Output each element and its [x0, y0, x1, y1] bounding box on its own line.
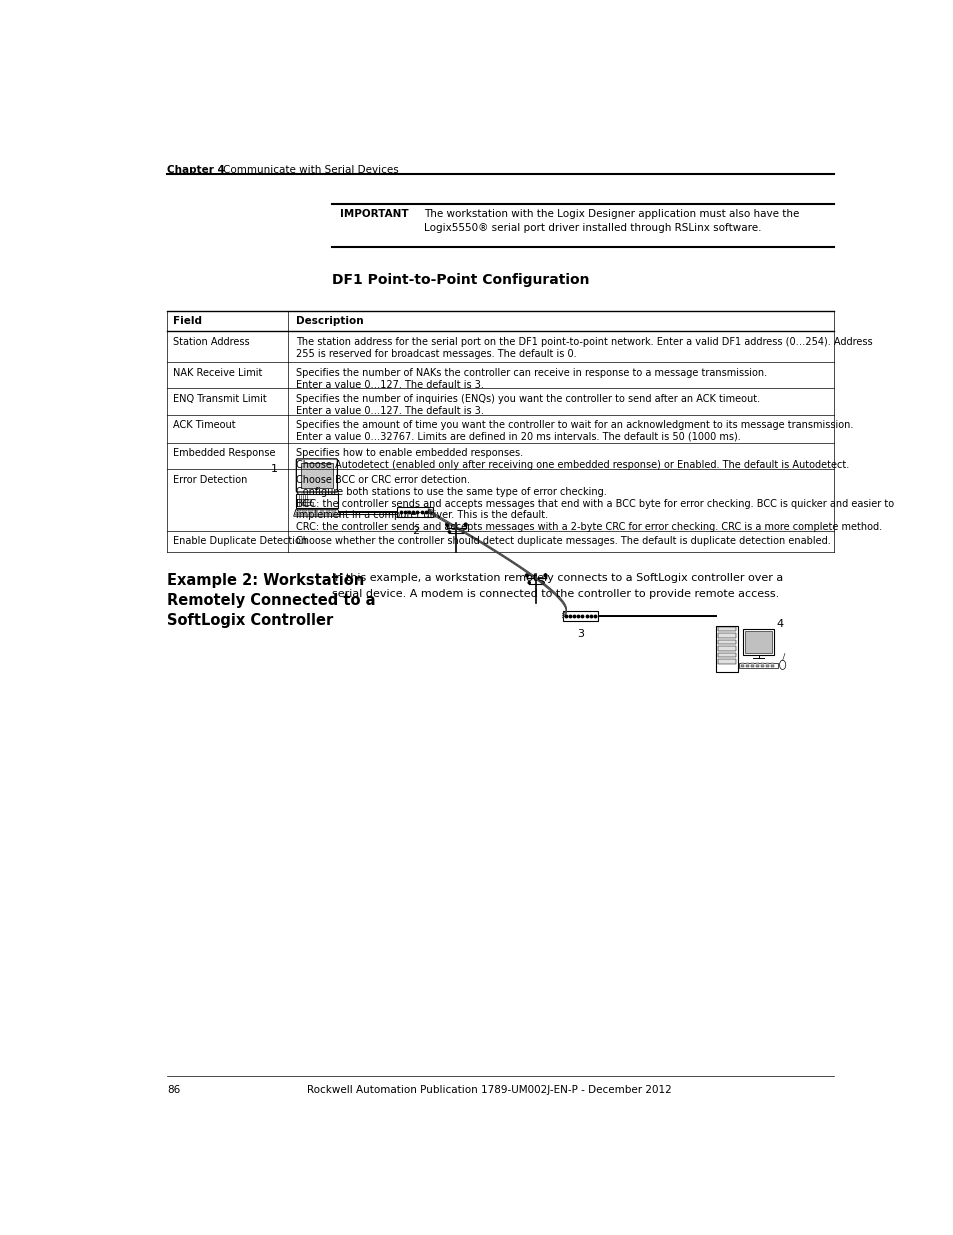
Text: Communicate with Serial Devices: Communicate with Serial Devices — [223, 165, 398, 175]
Circle shape — [528, 582, 530, 584]
Text: Rockwell Automation Publication 1789-UM002J-EN-P - December 2012: Rockwell Automation Publication 1789-UM0… — [306, 1084, 671, 1094]
Circle shape — [525, 574, 528, 577]
FancyBboxPatch shape — [739, 662, 778, 668]
Text: serial device. A modem is connected to the controller to provide remote access.: serial device. A modem is connected to t… — [332, 589, 779, 599]
Text: Example 2: Workstation
Remotely Connected to a
SoftLogix Controller: Example 2: Workstation Remotely Connecte… — [167, 573, 375, 627]
Circle shape — [464, 524, 467, 526]
FancyBboxPatch shape — [717, 646, 736, 651]
Text: Logix5550® serial port driver installed through RSLinx software.: Logix5550® serial port driver installed … — [423, 222, 760, 233]
Text: Field: Field — [172, 316, 201, 326]
Text: Enable Duplicate Detection: Enable Duplicate Detection — [172, 536, 307, 546]
Text: BCC: the controller sends and accepts messages that end with a BCC byte for erro: BCC: the controller sends and accepts me… — [295, 499, 893, 509]
Text: Enter a value 0…127. The default is 3.: Enter a value 0…127. The default is 3. — [295, 379, 483, 389]
FancyBboxPatch shape — [744, 631, 771, 652]
Text: CRC: the controller sends and accepts messages with a 2-byte CRC for error check: CRC: the controller sends and accepts me… — [295, 522, 882, 532]
FancyBboxPatch shape — [717, 634, 736, 637]
Text: The station address for the serial port on the DF1 point-to-point network. Enter: The station address for the serial port … — [295, 337, 872, 347]
FancyBboxPatch shape — [717, 653, 736, 657]
Text: In this example, a workstation remotely connects to a SoftLogix controller over : In this example, a workstation remotely … — [332, 573, 782, 583]
FancyBboxPatch shape — [717, 659, 736, 663]
Text: Description: Description — [295, 316, 363, 326]
FancyBboxPatch shape — [716, 626, 737, 672]
Text: Specifies the number of inquiries (ENQs) you want the controller to send after a: Specifies the number of inquiries (ENQs)… — [295, 394, 760, 404]
FancyBboxPatch shape — [397, 508, 433, 517]
Circle shape — [445, 524, 448, 526]
Text: 2: 2 — [412, 526, 419, 536]
Circle shape — [541, 582, 544, 584]
FancyBboxPatch shape — [717, 640, 736, 645]
FancyBboxPatch shape — [717, 626, 736, 631]
Text: Specifies the amount of time you want the controller to wait for an acknowledgme: Specifies the amount of time you want th… — [295, 420, 852, 430]
FancyBboxPatch shape — [302, 503, 313, 505]
Text: IMPORTANT: IMPORTANT — [340, 209, 408, 219]
FancyBboxPatch shape — [742, 629, 773, 655]
FancyBboxPatch shape — [295, 494, 337, 508]
Text: 4: 4 — [776, 620, 782, 630]
Text: Enter a value 0…32767. Limits are defined in 20 ms intervals. The default is 50 : Enter a value 0…32767. Limits are define… — [295, 432, 740, 442]
Text: Embedded Response: Embedded Response — [172, 448, 274, 458]
Text: Error Detection: Error Detection — [172, 474, 247, 484]
Text: NAK Receive Limit: NAK Receive Limit — [172, 368, 262, 378]
Text: 3: 3 — [577, 630, 583, 640]
Text: Station Address: Station Address — [172, 337, 249, 347]
Text: Enter a value 0…127. The default is 3.: Enter a value 0…127. The default is 3. — [295, 406, 483, 416]
Ellipse shape — [779, 661, 785, 669]
Text: ENQ Transmit Limit: ENQ Transmit Limit — [172, 394, 266, 404]
Text: Chapter 4: Chapter 4 — [167, 165, 225, 175]
Circle shape — [462, 531, 464, 534]
Text: Choose whether the controller should detect duplicate messages. The default is d: Choose whether the controller should det… — [295, 536, 830, 546]
FancyBboxPatch shape — [300, 499, 311, 501]
Text: Choose Autodetect (enabled only after receiving one embedded response) or Enable: Choose Autodetect (enabled only after re… — [295, 461, 848, 471]
Text: 1: 1 — [270, 464, 277, 474]
Text: Choose BCC or CRC error detection.: Choose BCC or CRC error detection. — [295, 474, 470, 484]
Text: The workstation with the Logix Designer application must also have the: The workstation with the Logix Designer … — [423, 209, 799, 219]
Text: implement in a computer driver. This is the default.: implement in a computer driver. This is … — [295, 510, 548, 520]
Text: ACK Timeout: ACK Timeout — [172, 420, 235, 430]
Text: Specifies how to enable embedded responses.: Specifies how to enable embedded respons… — [295, 448, 522, 458]
Text: Specifies the number of NAKs the controller can receive in response to a message: Specifies the number of NAKs the control… — [295, 368, 766, 378]
Circle shape — [543, 574, 546, 577]
Text: DF1 Point-to-Point Configuration: DF1 Point-to-Point Configuration — [332, 273, 589, 287]
FancyBboxPatch shape — [300, 463, 333, 488]
Text: 255 is reserved for broadcast messages. The default is 0.: 255 is reserved for broadcast messages. … — [295, 348, 576, 359]
Circle shape — [448, 531, 450, 534]
Polygon shape — [294, 509, 340, 516]
Text: Configure both stations to use the same type of error checking.: Configure both stations to use the same … — [295, 487, 606, 496]
Text: 86: 86 — [167, 1084, 180, 1094]
FancyBboxPatch shape — [562, 610, 598, 621]
FancyBboxPatch shape — [296, 459, 337, 492]
